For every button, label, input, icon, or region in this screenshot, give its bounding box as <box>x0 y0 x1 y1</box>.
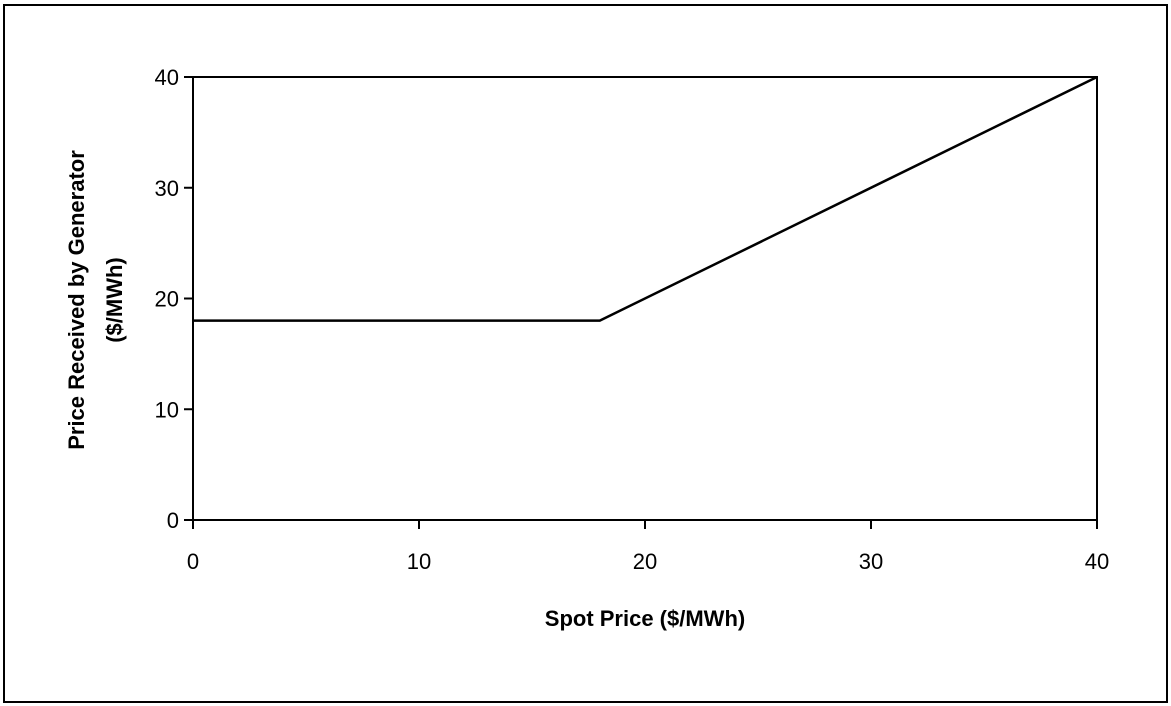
y-tick-label: 10 <box>155 397 179 422</box>
y-axis-ticks: 0 10 20 30 40 <box>155 65 193 533</box>
x-axis-ticks: 0 10 20 30 40 <box>187 520 1109 574</box>
x-axis-title: Spot Price ($/MWh) <box>545 606 745 631</box>
x-tick-label: 10 <box>407 549 431 574</box>
series-line <box>193 75 1098 322</box>
x-tick-label: 0 <box>187 549 199 574</box>
y-axis-title-line-2: ($/MWh) <box>102 257 127 343</box>
series-group <box>193 75 1098 322</box>
y-tick-label: 30 <box>155 176 179 201</box>
x-tick-label: 30 <box>859 549 883 574</box>
y-tick-label: 40 <box>155 65 179 90</box>
y-tick-label: 20 <box>155 287 179 312</box>
x-tick-label: 20 <box>633 549 657 574</box>
y-tick-label: 0 <box>167 508 179 533</box>
y-axis-title-line-1: Price Received by Generator <box>64 150 89 450</box>
chart-frame <box>3 4 1168 703</box>
x-tick-label: 40 <box>1085 549 1109 574</box>
